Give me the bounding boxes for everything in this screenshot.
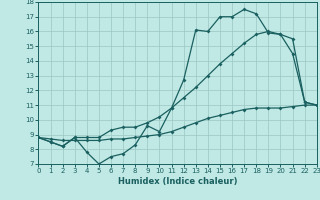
X-axis label: Humidex (Indice chaleur): Humidex (Indice chaleur) [118,177,237,186]
